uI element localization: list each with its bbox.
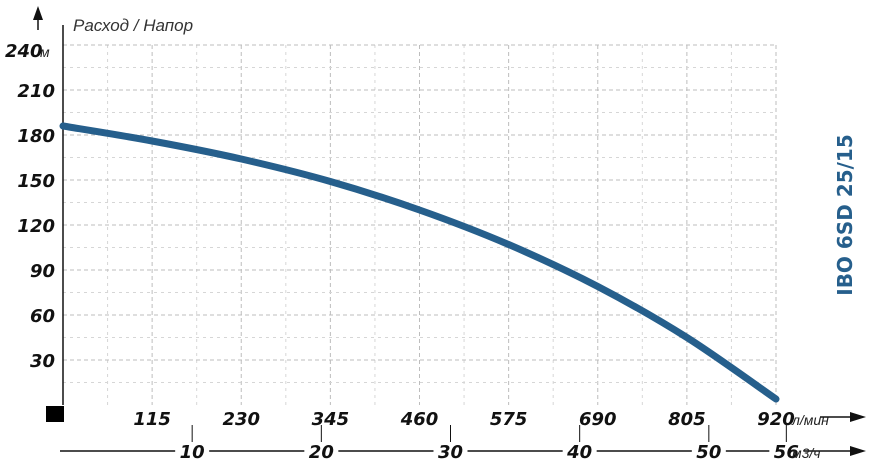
- x-tick-labels-m3h: 10 20 30 40 50 56: [175, 425, 804, 461]
- y-tick-label: 180: [17, 126, 55, 147]
- head-flow-curve: [59, 122, 780, 403]
- x-tick-label-m3h-bg: [562, 441, 597, 461]
- y-axis-arrow-icon: [33, 6, 43, 20]
- x-tick-label-m3h: 50: [696, 442, 721, 461]
- x-tick-label-lmin: 805: [668, 409, 706, 430]
- y-tick-label: 60: [30, 306, 55, 327]
- y-tick-labels: 30 60 90 120 150 180 210: [17, 81, 55, 372]
- grid-lines: [63, 44, 777, 405]
- x-tick-label-m3h-bg: [691, 441, 726, 461]
- x-tick-label-m3h: 10: [180, 442, 205, 461]
- x-tick-label-lmin: 575: [490, 409, 528, 430]
- y-tick-label: 210: [17, 81, 55, 102]
- x-tick-label-m3h: 30: [438, 442, 463, 461]
- pump-model-label: IBO 6SD 25/15: [833, 134, 857, 296]
- x-tick-labels-lmin: 115 230 345 460 575 690 805 920: [133, 409, 794, 430]
- x-tick-label-m3h-bg: [769, 441, 804, 461]
- x-tick-label-m3h: 40: [566, 442, 592, 461]
- black-square-icon: [46, 406, 64, 422]
- x-tick-label-m3h: 56: [774, 442, 799, 461]
- y-axis: [33, 6, 64, 405]
- x-tick-label-lmin: 460: [400, 409, 439, 430]
- y-tick-label: 90: [30, 261, 55, 282]
- x-tick-label-m3h-bg: [433, 441, 468, 461]
- x-axis-arrow-icon: [850, 412, 866, 422]
- y-tick-label: 120: [17, 216, 55, 237]
- x-axis-m3h-arrow-icon: [850, 446, 866, 456]
- x-tick-label-m3h-bg: [175, 441, 210, 461]
- x-axis-lmin: [820, 412, 866, 422]
- y-axis-label: Расход / Напор: [73, 16, 193, 35]
- x-unit-m3h: м3/ч: [792, 445, 821, 461]
- y-unit-label: м: [40, 44, 50, 60]
- y-top-tick-label: 240: [5, 41, 43, 62]
- y-tick-label: 30: [30, 351, 55, 372]
- x-tick-label-lmin: 115: [133, 409, 171, 430]
- x-tick-label-lmin: 920: [757, 409, 795, 430]
- x-tick-label-m3h-bg: [304, 441, 339, 461]
- y-tick-label: 150: [17, 171, 55, 192]
- x-tick-label-lmin: 345: [312, 409, 350, 430]
- x-tick-label-lmin: 690: [579, 409, 617, 430]
- x-unit-lmin: л/мин: [791, 412, 829, 428]
- x-tick-label-lmin: 230: [222, 409, 260, 430]
- x-tick-label-m3h: 20: [309, 442, 334, 461]
